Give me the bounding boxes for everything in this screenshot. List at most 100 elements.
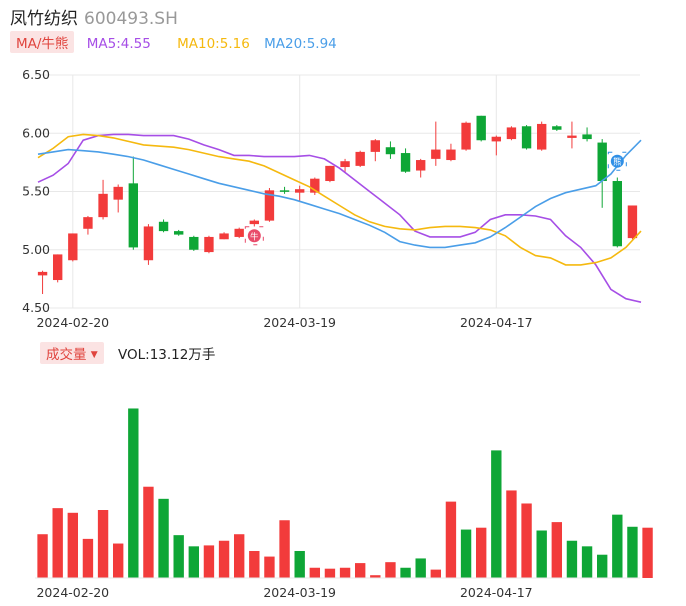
candle-body	[507, 127, 516, 139]
candle-body	[234, 229, 243, 237]
candle-body	[159, 222, 168, 231]
volume-bar	[52, 508, 62, 578]
price-date-axis: 2024-02-20 2024-03-19 2024-04-17	[36, 315, 532, 330]
candle-body	[371, 140, 380, 152]
candle-body	[250, 221, 259, 224]
volume-bar	[128, 408, 138, 578]
date-tick-label: 2024-02-20	[36, 585, 109, 600]
candle-body	[355, 152, 364, 166]
candle-body	[174, 231, 183, 234]
volume-bar	[582, 546, 592, 578]
volume-bar	[234, 534, 244, 578]
candle-body	[522, 126, 531, 148]
volume-bar	[143, 487, 153, 578]
candle-body	[597, 143, 606, 181]
volume-bar	[597, 555, 607, 578]
volume-date-axis: 2024-02-20 2024-03-19 2024-04-17	[36, 585, 532, 600]
moving-average-lines	[38, 134, 641, 302]
volume-bar	[642, 528, 652, 578]
date-tick-label: 2024-03-19	[263, 585, 336, 600]
candle-body	[340, 161, 349, 167]
volume-bar	[219, 541, 229, 578]
price-tick-label: 5.50	[22, 184, 50, 199]
candle-body	[552, 126, 561, 129]
candle-body	[567, 136, 576, 138]
volume-bar	[264, 557, 274, 578]
candle-body	[446, 150, 455, 160]
volume-bar	[158, 499, 168, 578]
price-tick-label: 5.00	[22, 242, 50, 257]
volume-bar	[310, 568, 320, 578]
volume-bar	[37, 534, 47, 578]
marker-glyph: 熊	[613, 157, 622, 168]
volume-bar	[627, 527, 637, 578]
candle-body	[129, 183, 138, 247]
date-tick-label: 2024-02-20	[36, 315, 109, 330]
candle-body	[613, 181, 622, 246]
candle-body	[582, 134, 591, 139]
candle-body	[386, 147, 395, 154]
candle-body	[189, 237, 198, 250]
volume-bars	[35, 408, 653, 578]
volume-bar	[506, 490, 516, 578]
date-tick-label: 2024-04-17	[460, 585, 533, 600]
candle-body	[280, 190, 289, 192]
date-tick-label: 2024-03-19	[263, 315, 336, 330]
price-tick-label: 6.00	[22, 125, 50, 140]
volume-bar	[355, 563, 365, 578]
price-tick-label: 4.50	[22, 300, 50, 315]
bear-icon: 熊	[608, 152, 626, 170]
candle-body	[476, 116, 485, 140]
candle-body	[537, 124, 546, 150]
volume-bar	[385, 562, 395, 578]
ma5-line	[38, 134, 641, 302]
ma20-line	[38, 140, 641, 247]
candle-body	[628, 205, 637, 238]
candle-body	[113, 187, 122, 200]
volume-bar	[325, 569, 335, 578]
volume-bar	[204, 545, 214, 578]
volume-bar	[400, 568, 410, 578]
candle-body	[401, 153, 410, 172]
volume-bar	[521, 503, 531, 578]
volume-bar	[476, 528, 486, 578]
candle-body	[53, 254, 62, 280]
volume-bar	[612, 515, 622, 578]
signal-markers: 牛熊	[245, 152, 626, 245]
candle-body	[325, 166, 334, 181]
marker-glyph: 牛	[250, 231, 259, 242]
candle-body	[295, 189, 304, 192]
price-grid	[35, 75, 640, 308]
volume-bar	[83, 539, 93, 578]
date-tick-label: 2024-04-17	[460, 315, 533, 330]
volume-bar	[536, 530, 546, 578]
volume-bar	[294, 551, 304, 578]
volume-bar	[68, 513, 78, 578]
volume-bar	[415, 558, 425, 578]
price-axis-labels: 4.50 5.00 5.50 6.00 6.50	[22, 67, 50, 315]
volume-bar	[567, 541, 577, 578]
price-tick-label: 6.50	[22, 67, 50, 82]
volume-bar	[249, 551, 259, 578]
candle-body	[492, 137, 501, 142]
volume-bar	[446, 502, 456, 578]
candle-body	[204, 237, 213, 252]
candle-body	[38, 272, 47, 275]
candle-body	[416, 160, 425, 170]
candle-body	[68, 233, 77, 260]
candle-body	[461, 123, 470, 150]
volume-bar	[113, 544, 123, 578]
candle-body	[144, 226, 153, 260]
volume-bar	[491, 450, 501, 578]
volume-bar	[189, 546, 199, 578]
bull-icon: 牛	[245, 227, 263, 245]
candle-body	[83, 217, 92, 229]
volume-bar	[340, 568, 350, 578]
volume-bar	[552, 522, 562, 578]
volume-bar	[98, 510, 108, 578]
volume-bar	[461, 530, 471, 578]
candle-body	[431, 150, 440, 159]
volume-bar	[431, 570, 441, 578]
candle-body	[98, 194, 107, 217]
